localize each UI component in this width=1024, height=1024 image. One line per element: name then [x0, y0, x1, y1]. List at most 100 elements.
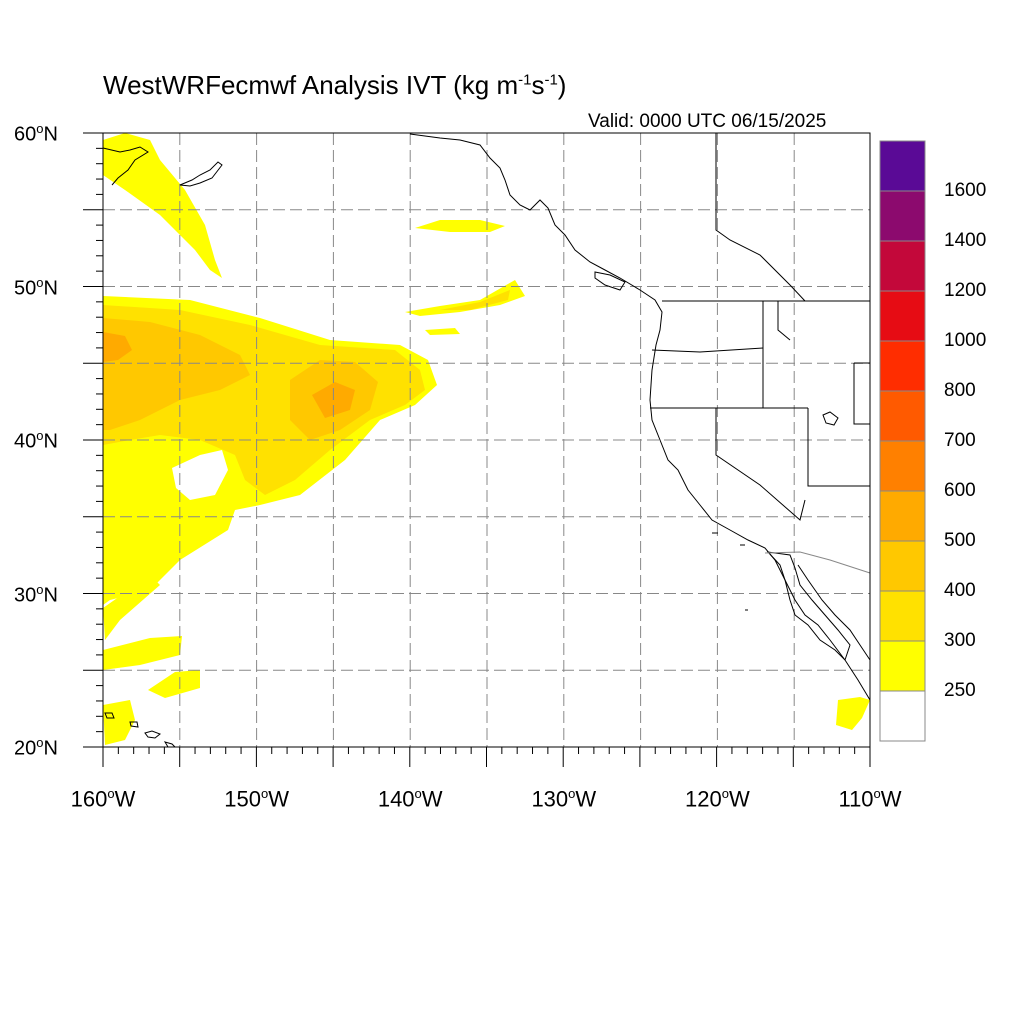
title-main: WestWRFecmwf Analysis IVT (kg m: [103, 70, 519, 100]
canada-us-border-inner: [777, 301, 791, 341]
degree-symbol: o: [873, 786, 881, 801]
degree-symbol: o: [721, 786, 729, 801]
ivt-region-250-strip3: [425, 328, 460, 335]
colorbar-swatch: [879, 690, 926, 742]
island-hawaii-4: [163, 741, 177, 748]
alaska-coast: [102, 133, 871, 701]
lon-label: 110oW: [838, 786, 901, 812]
valid-time-label: Valid: 0000 UTC 06/15/2025: [588, 111, 827, 132]
lat-label: 30oN: [14, 582, 66, 608]
lon-label-value: 140: [377, 786, 415, 812]
colorbar-tick-label: 1600: [944, 180, 987, 201]
ivt-region-250-baja: [836, 697, 870, 730]
colorbar-tick-label: 700: [944, 430, 976, 451]
mexico-coast-inner: [797, 564, 871, 661]
wa-or-border: [651, 347, 764, 353]
colorbar-tick-label: 1000: [944, 330, 987, 351]
colorbar-tick-label: 1200: [944, 280, 987, 301]
degree-symbol: o: [107, 786, 115, 801]
island-hawaii-1: [104, 712, 115, 719]
lon-label-value: 110: [838, 786, 874, 812]
lon-label: 120oW: [685, 786, 750, 812]
channel-islands: [712, 532, 748, 611]
lat-label-hemi: N: [43, 277, 58, 300]
degree-symbol: o: [414, 786, 422, 801]
colorbar-tick-label: 1400: [944, 230, 987, 251]
baja-peninsula: [766, 551, 851, 661]
ivt-region-500-east: [312, 382, 355, 418]
ivt-region-400-west: [103, 318, 250, 430]
ivt-region-250-nw: [103, 133, 222, 278]
degree-symbol: o: [568, 786, 576, 801]
lat-label: 40oN: [14, 428, 66, 454]
ivt-region-500-west: [103, 332, 132, 362]
colorbar-tick-label: 400: [944, 580, 976, 601]
lon-label: 160oW: [71, 786, 136, 812]
lat-label-value: 40: [14, 430, 37, 453]
lat-label-value: 50: [14, 277, 37, 300]
lon-label-value: 150: [224, 786, 261, 812]
lon-label-hemi: W: [421, 786, 443, 812]
ivt-region-250-south2: [148, 670, 200, 698]
colorbar-swatch: [879, 290, 926, 342]
island-hawaii-3: [144, 730, 161, 739]
lat-label-hemi: N: [43, 737, 58, 760]
ivt-region-250-gap: [172, 450, 228, 500]
lat-label-hemi: N: [43, 123, 58, 146]
lon-label-hemi: W: [114, 786, 136, 812]
colorbar-swatch: [879, 240, 926, 292]
colorbar-swatch: [879, 190, 926, 242]
colorbar-tick-label: 600: [944, 480, 976, 501]
ivt-region-250-band: [103, 575, 160, 640]
state-boundaries: [650, 133, 871, 574]
title-mid: s: [531, 70, 545, 100]
lat-label-hemi: N: [43, 584, 58, 607]
degree-symbol: o: [36, 428, 44, 443]
lat-label-value: 30: [14, 584, 37, 607]
ivt-region-250-strip1: [415, 220, 505, 232]
lat-label-value: 60: [14, 123, 37, 146]
colorbar-tick-label: 250: [944, 680, 976, 701]
lon-label: 130oW: [531, 786, 596, 812]
lon-label-value: 160: [70, 786, 108, 812]
title-exponent-2: -1: [544, 71, 558, 89]
lat-label-value: 20: [14, 737, 37, 760]
coastlines: [102, 133, 871, 748]
ivt-region-250-strip2: [405, 280, 525, 316]
ivt-region-250-south1: [103, 636, 182, 670]
colorbar-swatch: [879, 140, 926, 192]
id-nv-border: [807, 408, 870, 487]
colorbar-swatch: [879, 590, 926, 642]
degree-symbol: o: [260, 786, 269, 801]
lon-label-hemi: W: [728, 786, 750, 812]
colorbar-tick-label: 800: [944, 380, 976, 401]
lon-label: 150oW: [224, 786, 289, 812]
lat-label: 60oN: [14, 121, 66, 147]
island-hawaii-2: [129, 721, 139, 728]
lon-label-hemi: W: [575, 786, 597, 812]
lat-label-hemi: N: [43, 430, 58, 453]
plot-title: WestWRFecmwf Analysis IVT (kg m-1s-1): [103, 70, 566, 101]
colorbar-swatch: [879, 540, 926, 592]
ca-nv-border: [715, 408, 806, 521]
ivt-region-250-south3: [103, 700, 135, 745]
colorbar-swatch: [879, 390, 926, 442]
lon-label-hemi: W: [268, 786, 289, 812]
colorbar-tick-label: 500: [944, 530, 976, 551]
colorbar-swatch: [879, 640, 926, 692]
lon-label: 140oW: [378, 786, 443, 812]
colorbar-swatch: [879, 490, 926, 542]
mt-border: [853, 362, 870, 425]
canada-province-line: [715, 133, 806, 302]
colorbar-swatch: [879, 440, 926, 492]
lat-label: 20oN: [14, 735, 66, 761]
title-close: ): [557, 70, 567, 100]
lat-label: 50oN: [14, 275, 66, 301]
degree-symbol: o: [36, 735, 44, 750]
lon-label-value: 130: [531, 786, 569, 812]
degree-symbol: o: [36, 582, 44, 597]
ivt-contour-fill: [103, 133, 870, 745]
colorbar-swatch: [879, 340, 926, 392]
colorbar: [879, 140, 926, 742]
